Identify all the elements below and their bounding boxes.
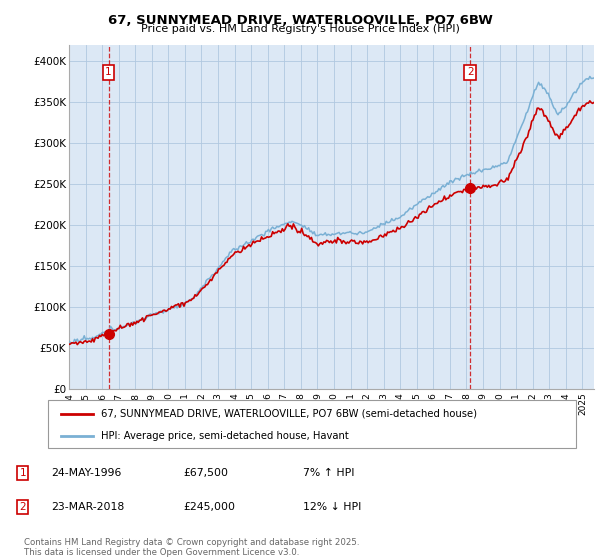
Text: 12% ↓ HPI: 12% ↓ HPI [303,502,361,512]
Text: 67, SUNNYMEAD DRIVE, WATERLOOVILLE, PO7 6BW (semi-detached house): 67, SUNNYMEAD DRIVE, WATERLOOVILLE, PO7 … [101,409,477,419]
Text: HPI: Average price, semi-detached house, Havant: HPI: Average price, semi-detached house,… [101,431,349,441]
Text: £67,500: £67,500 [183,468,228,478]
Text: 24-MAY-1996: 24-MAY-1996 [51,468,121,478]
Text: £245,000: £245,000 [183,502,235,512]
Text: 67, SUNNYMEAD DRIVE, WATERLOOVILLE, PO7 6BW: 67, SUNNYMEAD DRIVE, WATERLOOVILLE, PO7 … [107,14,493,27]
Text: 1: 1 [19,468,26,478]
Text: Price paid vs. HM Land Registry's House Price Index (HPI): Price paid vs. HM Land Registry's House … [140,24,460,34]
Text: 2: 2 [467,67,473,77]
Text: Contains HM Land Registry data © Crown copyright and database right 2025.
This d: Contains HM Land Registry data © Crown c… [24,538,359,557]
Text: 1: 1 [105,67,112,77]
Text: 7% ↑ HPI: 7% ↑ HPI [303,468,355,478]
FancyBboxPatch shape [48,400,576,448]
Text: 2: 2 [19,502,26,512]
Text: 23-MAR-2018: 23-MAR-2018 [51,502,124,512]
